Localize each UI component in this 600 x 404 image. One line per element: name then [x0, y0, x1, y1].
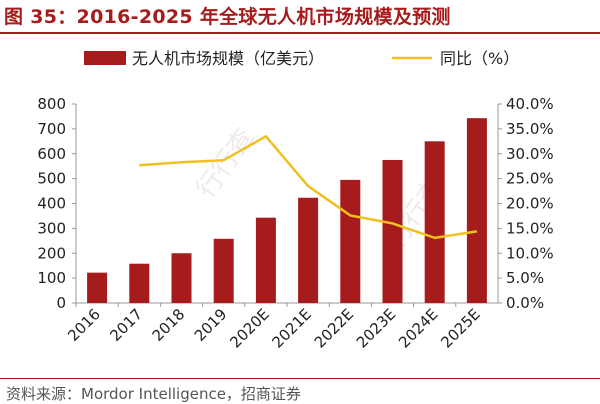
x-tick-label: 2024E — [395, 305, 441, 351]
y-right-tick-label: 10.0% — [506, 244, 554, 262]
bar — [214, 239, 234, 303]
y-left-tick-label: 600 — [37, 145, 66, 163]
legend-bar-label: 无人机市场规模（亿美元） — [132, 49, 324, 68]
y-axis-left-labels: 0 100 200 300 400 500 600 700 800 — [37, 95, 76, 312]
legend: 无人机市场规模（亿美元） 同比（%） — [84, 49, 519, 68]
bar — [340, 180, 360, 303]
svg-text:行行查: 行行查 — [191, 123, 260, 204]
bar-series — [87, 118, 487, 303]
y-right-tick-label: 35.0% — [506, 120, 554, 138]
y-right-tick-label: 20.0% — [506, 195, 554, 213]
y-left-tick-label: 0 — [56, 294, 66, 312]
y-left-tick-label: 100 — [37, 269, 66, 287]
legend-line-label: 同比（%） — [440, 49, 519, 68]
y-left-tick-label: 500 — [37, 170, 66, 188]
x-tick-label: 2019 — [191, 305, 231, 345]
x-tick-label: 2021E — [269, 305, 315, 351]
y-right-tick-label: 30.0% — [506, 145, 554, 163]
x-tick-label: 2020E — [226, 305, 272, 351]
x-tick-label: 2023E — [353, 305, 399, 351]
y-left-tick-label: 300 — [37, 219, 66, 237]
x-tick-label: 2018 — [149, 305, 189, 345]
y-left-tick-label: 400 — [37, 195, 66, 213]
bar — [383, 160, 403, 303]
watermark: 行行查 行行查 — [191, 123, 450, 254]
y-left-tick-label: 800 — [37, 95, 66, 113]
legend-bar-swatch — [84, 51, 126, 65]
y-left-tick-label: 200 — [37, 244, 66, 262]
y-left-tick-label: 700 — [37, 120, 66, 138]
y-right-tick-label: 15.0% — [506, 219, 554, 237]
source-divider — [0, 378, 600, 379]
bar — [129, 264, 149, 303]
x-tick-label: 2016 — [64, 305, 104, 345]
y-axis-right-labels: 0.0% 5.0% 10.0% 15.0% 20.0% 25.0% 30.0% 35.0% 40… — [498, 95, 554, 312]
bar — [87, 273, 107, 303]
bar — [172, 253, 192, 303]
bar — [425, 141, 445, 303]
source-note: 资料来源：Mordor Intelligence，招商证券 — [6, 383, 301, 404]
y-right-tick-label: 5.0% — [506, 269, 544, 287]
bar — [256, 218, 276, 303]
bar — [298, 198, 318, 303]
y-right-tick-label: 25.0% — [506, 170, 554, 188]
x-tick-label: 2022E — [311, 305, 357, 351]
x-tick-label: 2017 — [106, 305, 146, 345]
bar — [467, 118, 487, 303]
x-tick-label: 2025E — [437, 305, 483, 351]
y-right-tick-label: 0.0% — [506, 294, 544, 312]
y-right-tick-label: 40.0% — [506, 95, 554, 113]
